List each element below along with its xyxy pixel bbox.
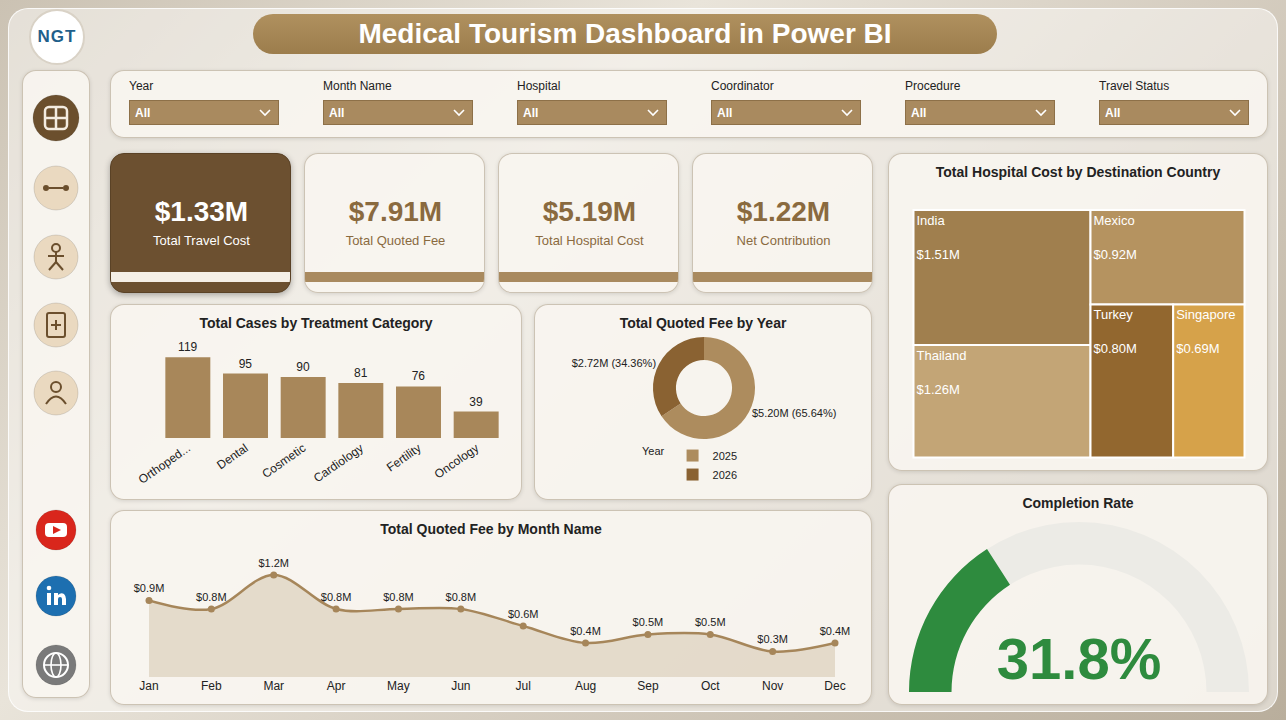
- svg-text:Cosmetic: Cosmetic: [259, 441, 308, 481]
- svg-text:81: 81: [354, 366, 368, 380]
- svg-text:$0.8M: $0.8M: [321, 591, 352, 603]
- svg-text:$0.8M: $0.8M: [196, 591, 227, 603]
- svg-text:Oct: Oct: [701, 679, 720, 693]
- html-text:Year: Year: [129, 79, 154, 93]
- svg-text:2026: 2026: [713, 469, 737, 481]
- svg-text:76: 76: [412, 369, 426, 383]
- svg-text:Fertility: Fertility: [384, 441, 424, 475]
- svg-text:$0.8M: $0.8M: [446, 591, 477, 603]
- svg-text:$5.20M (65.64%): $5.20M (65.64%): [752, 407, 836, 419]
- html-text:Total Cases by Treatment Categ: Total Cases by Treatment Category: [199, 315, 433, 331]
- html-text:Total Hospital Cost: Total Hospital Cost: [535, 233, 644, 248]
- svg-text:Jan: Jan: [139, 679, 158, 693]
- svg-text:Mexico$0.92M: Mexico$0.92M: [1094, 213, 1137, 262]
- svg-text:India$1.51M: India$1.51M: [917, 213, 960, 262]
- svg-text:$0.4M: $0.4M: [570, 625, 601, 637]
- svg-text:$0.3M: $0.3M: [757, 633, 788, 645]
- svg-text:$2.72M (34.36%): $2.72M (34.36%): [572, 357, 656, 369]
- svg-text:Jul: Jul: [516, 679, 531, 693]
- svg-text:Year: Year: [642, 445, 665, 457]
- html-text:Travel Status: Travel Status: [1099, 79, 1170, 93]
- svg-text:$0.9M: $0.9M: [134, 582, 165, 594]
- svg-text:$0.4M: $0.4M: [820, 625, 851, 637]
- svg-text:Nov: Nov: [762, 679, 783, 693]
- svg-text:90: 90: [296, 360, 310, 374]
- svg-text:2025: 2025: [713, 450, 737, 462]
- svg-text:Thailand$1.26M: Thailand$1.26M: [917, 348, 967, 397]
- svg-text:$1.2M: $1.2M: [258, 557, 289, 569]
- html-text:Medical Tourism Dashboard in P: Medical Tourism Dashboard in Power BI: [358, 18, 892, 49]
- html-text:Total Travel Cost: Total Travel Cost: [153, 233, 250, 248]
- html-text:All: All: [911, 105, 927, 120]
- svg-text:Jun: Jun: [451, 679, 470, 693]
- svg-text:Singapore$0.69M: Singapore$0.69M: [1176, 307, 1235, 356]
- svg-text:119: 119: [178, 340, 197, 354]
- svg-text:$0.5M: $0.5M: [695, 616, 726, 628]
- svg-text:$0.5M: $0.5M: [633, 616, 664, 628]
- html-text:All: All: [135, 105, 151, 120]
- html-text:Month Name: Month Name: [323, 79, 392, 93]
- svg-text:Turkey$0.80M: Turkey$0.80M: [1094, 307, 1137, 356]
- html-text:$7.91M: $7.91M: [348, 196, 443, 227]
- svg-text:Aug: Aug: [575, 679, 596, 693]
- svg-text:Cardiology: Cardiology: [311, 441, 366, 485]
- html-text:NGT: NGT: [37, 27, 77, 46]
- svg-text:39: 39: [469, 395, 483, 409]
- svg-text:Dec: Dec: [824, 679, 845, 693]
- html-text:Coordinator: Coordinator: [711, 79, 774, 93]
- html-text:$5.19M: $5.19M: [542, 196, 637, 227]
- html-text:Completion Rate: Completion Rate: [1022, 495, 1134, 511]
- html-text:Total Hospital Cost by Destina: Total Hospital Cost by Destination Count…: [935, 164, 1221, 180]
- svg-text:Dental: Dental: [214, 441, 250, 472]
- svg-text:Feb: Feb: [201, 679, 222, 693]
- html-text:Total Quoted Fee by Year: Total Quoted Fee by Year: [619, 315, 787, 331]
- html-text:Procedure: Procedure: [905, 79, 961, 93]
- svg-text:Sep: Sep: [637, 679, 659, 693]
- html-text:All: All: [717, 105, 733, 120]
- html-text:Total Quoted Fee: Total Quoted Fee: [345, 233, 446, 248]
- html-text:Total Quoted Fee by Month Name: Total Quoted Fee by Month Name: [380, 521, 602, 537]
- svg-text:$0.6M: $0.6M: [508, 608, 539, 620]
- html-text:Hospital: Hospital: [517, 79, 561, 93]
- svg-text:95: 95: [239, 357, 253, 371]
- html-text:Net Contribution: Net Contribution: [736, 233, 831, 248]
- html-text:All: All: [1105, 105, 1121, 120]
- html-text:$1.33M: $1.33M: [154, 196, 249, 227]
- svg-text:$0.8M: $0.8M: [383, 591, 414, 603]
- svg-text:Oncology: Oncology: [432, 441, 482, 482]
- html-text:All: All: [523, 105, 539, 120]
- html-text:$1.22M: $1.22M: [736, 196, 831, 227]
- html-text:31.8%: 31.8%: [996, 626, 1162, 691]
- svg-text:Mar: Mar: [263, 679, 284, 693]
- html-text:All: All: [329, 105, 345, 120]
- svg-text:Apr: Apr: [327, 679, 346, 693]
- svg-text:May: May: [387, 679, 410, 693]
- svg-text:Orthoped...: Orthoped...: [136, 441, 193, 487]
